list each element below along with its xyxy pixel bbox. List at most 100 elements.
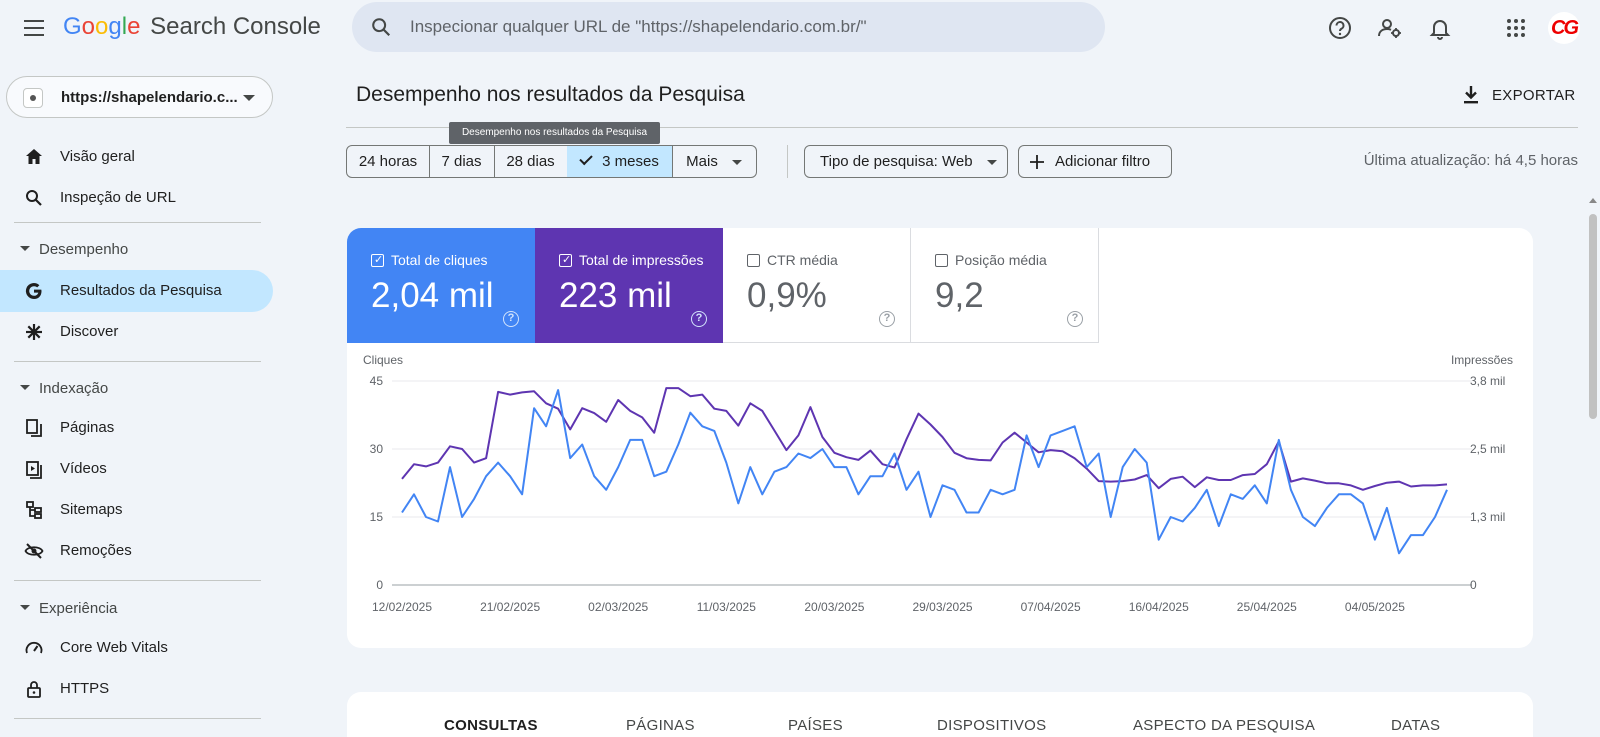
x-tick-label: 11/03/2025 xyxy=(697,600,756,614)
search-input[interactable] xyxy=(410,14,1070,40)
sidebar-item-label: Resultados da Pesquisa xyxy=(60,282,222,299)
checkbox-checked-icon[interactable]: ✓ xyxy=(559,254,572,267)
last-update-text: Última atualização: há 4,5 horas xyxy=(1363,152,1578,169)
filter-label: Adicionar filtro xyxy=(1055,153,1151,170)
sidebar-item-discover[interactable]: Discover xyxy=(0,311,273,353)
metric-label: Posição média xyxy=(955,252,1047,268)
help-icon[interactable]: ? xyxy=(691,311,707,327)
scrollbar-thumb[interactable] xyxy=(1589,214,1597,419)
search-type-filter[interactable]: Tipo de pesquisa: Web xyxy=(804,145,1008,178)
sidebar-item-removals[interactable]: Remoções xyxy=(0,530,273,572)
sidebar-item-label: Páginas xyxy=(60,419,115,436)
performance-card: ✓ Total de cliques 2,04 mil ? ✓ Total de… xyxy=(347,228,1533,648)
sidebar: https://shapelendario.c... Visão geral I… xyxy=(0,56,280,737)
section-performance[interactable]: Desempenho xyxy=(0,234,273,264)
checkbox-unchecked-icon[interactable] xyxy=(935,254,948,267)
range-7-days[interactable]: 7 dias xyxy=(429,145,495,178)
asterisk-icon xyxy=(26,324,42,340)
lock-icon xyxy=(27,681,41,698)
dimension-tabs: CONSULTAS PÁGINAS PAÍSES DISPOSITIVOS AS… xyxy=(347,692,1533,737)
metric-average-ctr[interactable]: CTR média 0,9% ? xyxy=(723,228,911,343)
sidebar-item-overview[interactable]: Visão geral xyxy=(0,136,273,178)
property-selector[interactable]: https://shapelendario.c... xyxy=(6,76,273,118)
sidebar-item-label: Visão geral xyxy=(60,148,135,165)
sidebar-item-core-web-vitals[interactable]: Core Web Vitals xyxy=(0,627,273,669)
section-label: Indexação xyxy=(39,380,109,397)
check-icon xyxy=(579,151,593,166)
account-avatar[interactable]: CG xyxy=(1548,12,1580,44)
collapse-arrow-icon xyxy=(20,605,30,610)
range-more-dropdown[interactable]: Mais xyxy=(672,145,757,178)
pages-icon xyxy=(26,419,42,437)
sidebar-item-videos[interactable]: Vídeos xyxy=(0,448,273,490)
checkbox-checked-icon[interactable]: ✓ xyxy=(371,254,384,267)
manage-users-icon[interactable] xyxy=(1376,14,1404,42)
checkbox-unchecked-icon[interactable] xyxy=(747,254,760,267)
sidebar-item-search-results[interactable]: Resultados da Pesquisa xyxy=(0,270,273,312)
metric-value: 9,2 xyxy=(935,276,984,315)
sidebar-item-label: Inspeção de URL xyxy=(60,189,176,206)
hamburger-menu-icon[interactable] xyxy=(22,16,46,40)
tab-queries[interactable]: CONSULTAS xyxy=(444,717,538,734)
tab-dates[interactable]: DATAS xyxy=(1391,717,1441,734)
search-icon xyxy=(26,190,42,206)
main-content: Desempenho nos resultados da Pesquisa EX… xyxy=(346,56,1578,737)
property-favicon-icon xyxy=(23,88,43,108)
range-24-hours[interactable]: 24 horas xyxy=(346,145,430,178)
section-experience[interactable]: Experiência xyxy=(0,593,273,623)
left-axis-title: Cliques xyxy=(363,353,403,367)
apps-icon[interactable] xyxy=(1502,14,1530,42)
video-icon xyxy=(26,461,42,479)
sidebar-item-pages[interactable]: Páginas xyxy=(0,407,273,449)
right-tick-label: 2,5 mil xyxy=(1470,442,1505,456)
x-tick-label: 16/04/2025 xyxy=(1129,600,1189,614)
help-icon[interactable]: ? xyxy=(503,311,519,327)
x-tick-label: 20/03/2025 xyxy=(804,600,864,614)
url-inspection-search[interactable] xyxy=(352,2,1105,52)
metric-total-impressions[interactable]: ✓ Total de impressões 223 mil ? xyxy=(535,228,723,343)
sidebar-item-label: HTTPS xyxy=(60,680,110,697)
range-3-months[interactable]: 3 meses xyxy=(567,145,673,178)
left-tick-label: 0 xyxy=(376,578,383,592)
section-indexing[interactable]: Indexação xyxy=(0,373,273,403)
x-tick-label: 29/03/2025 xyxy=(912,600,972,614)
help-icon[interactable]: ? xyxy=(1067,311,1083,327)
sidebar-divider xyxy=(14,222,261,223)
left-tick-label: 15 xyxy=(370,510,384,524)
notifications-icon[interactable] xyxy=(1426,14,1454,42)
help-icon[interactable] xyxy=(1326,14,1354,42)
chevron-down-icon xyxy=(243,95,255,101)
performance-line-chart[interactable]: Cliques Impressões 0 15 30 45 0 1,3 mil 2,5 mil 3… xyxy=(347,348,1533,638)
export-button[interactable]: EXPORTAR xyxy=(1460,80,1578,112)
right-tick-label: 0 xyxy=(1470,578,1477,592)
header-divider xyxy=(346,127,1578,128)
sidebar-divider xyxy=(14,718,261,719)
scroll-up-arrow-icon[interactable] xyxy=(1589,198,1597,203)
sitemap-icon xyxy=(26,501,42,519)
right-tick-label: 3,8 mil xyxy=(1470,374,1505,388)
search-icon[interactable] xyxy=(370,16,392,38)
tab-search-appearance[interactable]: ASPECTO DA PESQUISA xyxy=(1133,717,1316,734)
tab-devices[interactable]: DISPOSITIVOS xyxy=(937,717,1047,734)
sidebar-item-https[interactable]: HTTPS xyxy=(0,668,273,710)
metric-total-clicks[interactable]: ✓ Total de cliques 2,04 mil ? xyxy=(347,228,535,343)
property-label: https://shapelendario.c... xyxy=(61,89,238,106)
tab-countries[interactable]: PAÍSES xyxy=(788,717,843,734)
page-scrollbar[interactable] xyxy=(1586,196,1600,737)
metric-average-position[interactable]: Posição média 9,2 ? xyxy=(911,228,1099,343)
range-28-days[interactable]: 28 dias xyxy=(494,145,568,178)
section-label: Experiência xyxy=(39,600,118,617)
collapse-arrow-icon xyxy=(20,246,30,251)
tab-pages[interactable]: PÁGINAS xyxy=(626,717,695,734)
sidebar-item-url-inspection[interactable]: Inspeção de URL xyxy=(0,177,273,219)
add-filter-button[interactable]: Adicionar filtro xyxy=(1018,145,1172,178)
eye-off-icon xyxy=(24,543,44,559)
filter-label: Tipo de pesquisa: Web xyxy=(820,153,973,170)
google-g-icon xyxy=(25,283,42,300)
help-icon[interactable]: ? xyxy=(879,311,895,327)
sidebar-item-sitemaps[interactable]: Sitemaps xyxy=(0,489,273,531)
sidebar-item-label: Discover xyxy=(60,323,119,340)
section-label: Desempenho xyxy=(39,241,129,258)
search-console-logo[interactable]: Google Search Console xyxy=(63,13,321,40)
tooltip: Desempenho nos resultados da Pesquisa xyxy=(449,122,660,144)
